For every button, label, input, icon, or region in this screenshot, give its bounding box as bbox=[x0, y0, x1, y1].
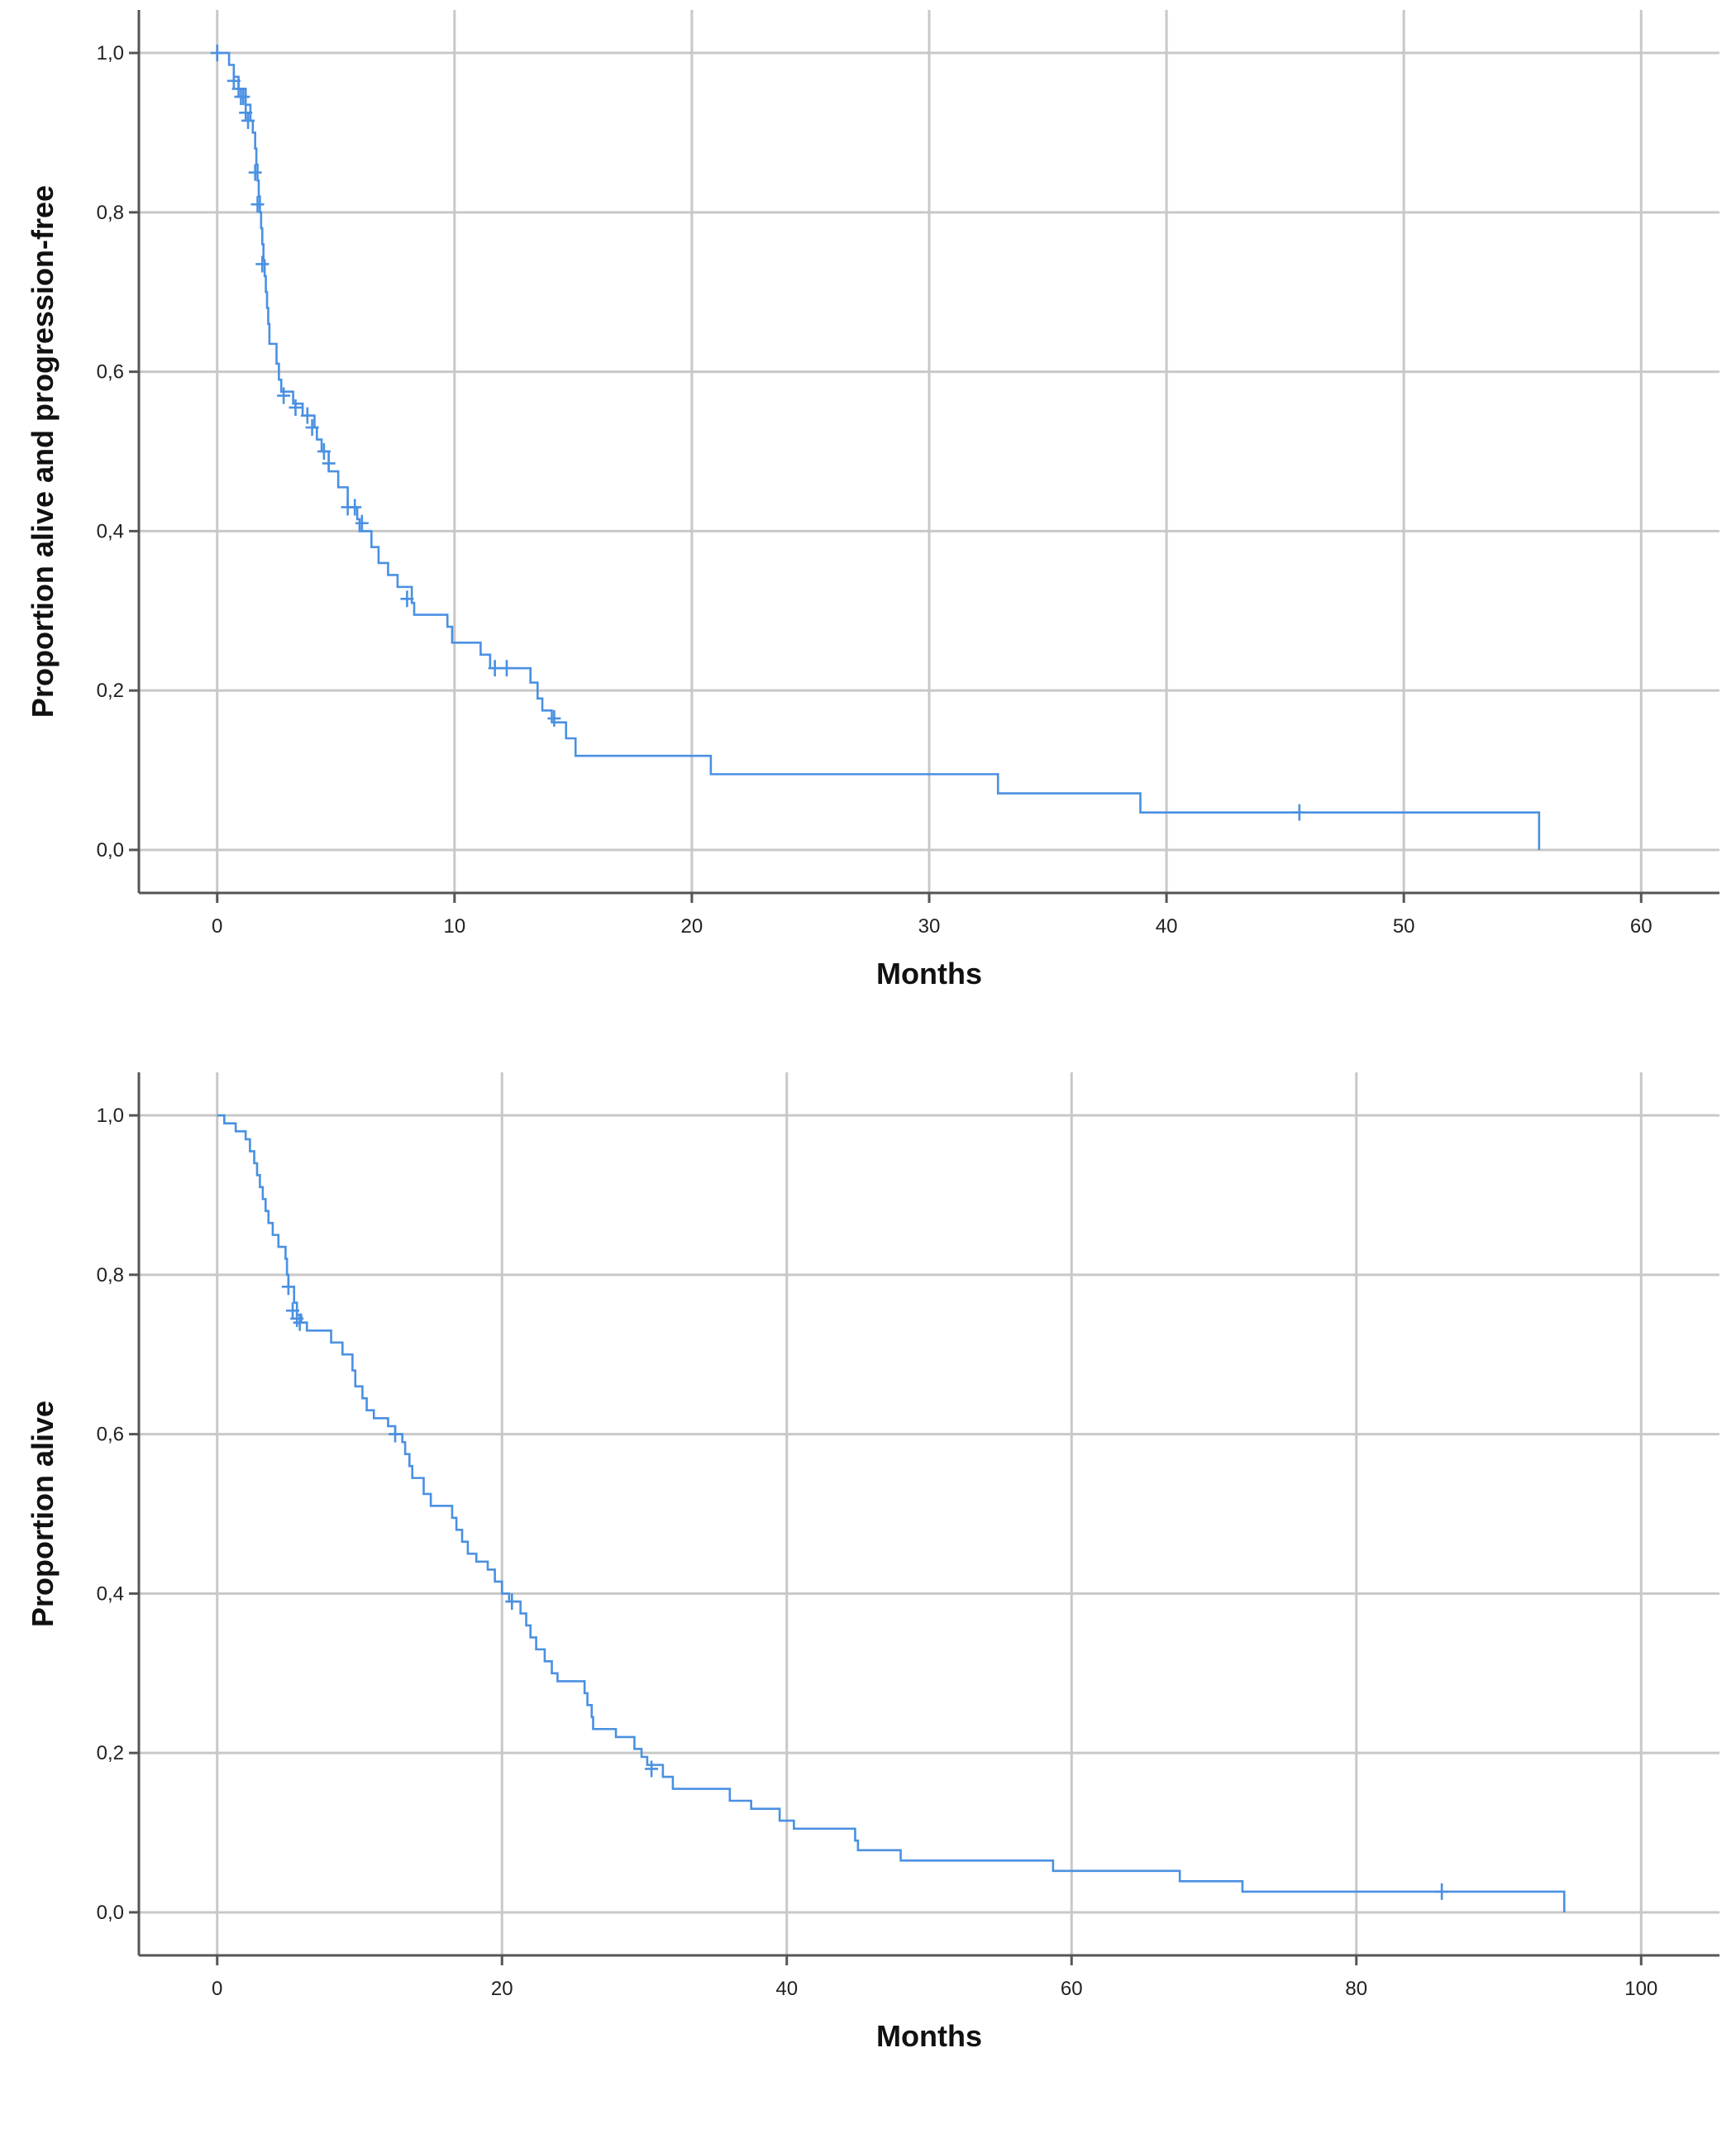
censor-mark bbox=[1292, 804, 1306, 821]
x-tick-label: 10 bbox=[443, 915, 465, 938]
y-axis-title: Proportion alive and progression-free bbox=[26, 185, 60, 718]
censor-mark bbox=[290, 1310, 304, 1327]
x-tick-label: 30 bbox=[918, 915, 941, 938]
x-tick-label: 20 bbox=[491, 1978, 513, 2000]
censor-mark bbox=[293, 1314, 307, 1331]
x-tick-label: 80 bbox=[1345, 1978, 1367, 2000]
y-axis-title: Proportion alive bbox=[26, 1401, 60, 1627]
x-tick-label: 50 bbox=[1393, 915, 1415, 938]
censor-mark bbox=[248, 164, 262, 181]
censor-mark bbox=[488, 660, 502, 677]
x-tick-label: 40 bbox=[775, 1978, 798, 2000]
y-tick-label: 0,0 bbox=[97, 839, 124, 862]
y-tick-label: 0,6 bbox=[97, 1424, 124, 1446]
censor-mark bbox=[499, 660, 513, 677]
censor-mark bbox=[322, 455, 336, 472]
censor-mark bbox=[236, 88, 250, 106]
x-tick-label: 100 bbox=[1624, 1978, 1657, 2000]
x-axis-title: Months bbox=[876, 2019, 982, 2053]
os-chart: 0 20 40 60 80 100 0,0 0,2 0,4 0,6 0,8 1,0 Months Prop… bbox=[26, 1072, 1719, 2053]
censor-mark bbox=[645, 1760, 659, 1778]
censor-mark bbox=[241, 112, 255, 129]
censor-mark bbox=[389, 1425, 403, 1443]
survival-curve bbox=[217, 51, 1541, 850]
censor-mark bbox=[255, 255, 269, 273]
y-tick-label: 0,4 bbox=[97, 1582, 124, 1605]
x-tick-label: 60 bbox=[1630, 915, 1653, 938]
censor-mark bbox=[300, 407, 314, 424]
y-tick-label: 0,4 bbox=[97, 520, 124, 542]
y-tick-label: 0,0 bbox=[97, 1902, 124, 1924]
censor-mark bbox=[400, 590, 414, 608]
pfs-chart: 0 10 20 30 40 50 60 0,0 0,2 0,4 0,6 0,8 1,0 Months Pro… bbox=[26, 10, 1719, 991]
y-tick-label: 0,8 bbox=[97, 1264, 124, 1286]
x-tick-label: 0 bbox=[212, 915, 222, 938]
censor-mark bbox=[277, 387, 291, 404]
censor-mark bbox=[505, 1593, 519, 1611]
survival-curve bbox=[217, 1114, 1566, 1912]
x-tick-label: 20 bbox=[681, 915, 703, 938]
x-tick-label: 40 bbox=[1156, 915, 1178, 938]
y-tick-label: 0,8 bbox=[97, 202, 124, 224]
censor-mark bbox=[1435, 1883, 1449, 1900]
censor-mark bbox=[547, 709, 561, 727]
y-tick-label: 0,2 bbox=[97, 1742, 124, 1764]
y-tick-label: 1,0 bbox=[97, 42, 124, 64]
censor-mark bbox=[305, 419, 319, 437]
censor-mark bbox=[289, 399, 303, 416]
censor-mark bbox=[317, 443, 331, 460]
censor-mark bbox=[348, 499, 362, 516]
censor-mark bbox=[281, 1278, 295, 1296]
censor-mark bbox=[355, 514, 369, 532]
y-tick-label: 1,0 bbox=[97, 1105, 124, 1127]
x-tick-label: 60 bbox=[1061, 1978, 1083, 2000]
censor-mark bbox=[239, 104, 253, 122]
x-axis-title: Months bbox=[876, 957, 982, 991]
y-tick-label: 0,2 bbox=[97, 680, 124, 702]
censor-mark bbox=[210, 45, 224, 62]
y-tick-label: 0,6 bbox=[97, 361, 124, 384]
censor-mark bbox=[250, 196, 265, 213]
x-tick-label: 0 bbox=[212, 1978, 222, 2000]
